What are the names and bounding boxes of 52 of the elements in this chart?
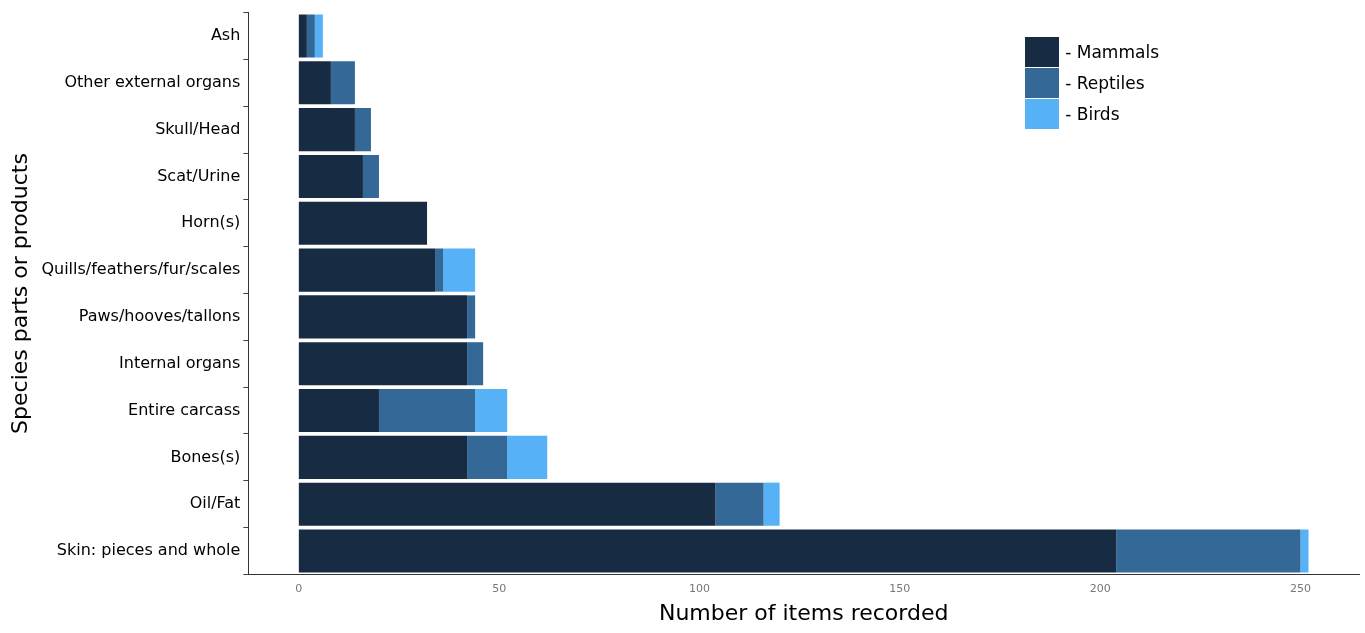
legend-label: - Birds — [1065, 104, 1120, 125]
bar — [467, 435, 508, 479]
y-tick-label: Horn(s) — [181, 212, 241, 232]
bar — [298, 482, 716, 526]
x-tick-label: 150 — [889, 581, 911, 595]
y-axis-title: Species parts or products — [6, 153, 32, 434]
legend-label: - Reptiles — [1065, 73, 1145, 94]
bar — [298, 435, 468, 479]
bar — [467, 295, 476, 339]
bar — [354, 108, 371, 152]
bar — [362, 154, 379, 198]
bar — [443, 248, 476, 292]
y-tick-label: Paws/hooves/tallons — [78, 306, 241, 326]
bar — [1116, 529, 1301, 573]
y-tick-label: Bones(s) — [170, 446, 241, 466]
bar — [763, 482, 780, 526]
bar — [306, 14, 315, 58]
y-tick-label: Internal organs — [119, 352, 241, 372]
bar — [330, 61, 355, 105]
y-tick-label: Other external organs — [64, 71, 241, 91]
bar — [298, 389, 379, 433]
bar — [298, 342, 468, 386]
y-tick-label: Oil/Fat — [189, 493, 241, 513]
bar — [475, 389, 508, 433]
bar — [435, 248, 444, 292]
bar — [715, 482, 764, 526]
y-tick-label: Quills/feathers/fur/scales — [41, 259, 241, 279]
y-tick-label: Skin: pieces and whole — [56, 540, 241, 560]
y-tick-label: Scat/Urine — [157, 165, 241, 185]
bar — [507, 435, 548, 479]
bar — [298, 61, 331, 105]
bar — [298, 154, 363, 198]
x-tick-label: 200 — [1089, 581, 1111, 595]
x-tick-label: 50 — [492, 581, 507, 595]
y-tick-label: Ash — [210, 25, 241, 45]
bar — [467, 342, 484, 386]
bar — [298, 529, 1117, 573]
bar — [1300, 529, 1309, 573]
y-tick-label: Entire carcass — [128, 399, 241, 419]
x-tick-label: 100 — [689, 581, 710, 595]
x-axis-title: Number of items recorded — [658, 599, 949, 625]
bar — [298, 108, 355, 152]
bar — [378, 389, 476, 433]
bar — [298, 14, 307, 58]
legend-label: - Mammals — [1065, 42, 1159, 63]
x-tick-label: 250 — [1290, 581, 1311, 595]
bar — [298, 295, 468, 339]
x-tick-label: 0 — [295, 581, 303, 595]
bar — [298, 201, 428, 245]
bar — [314, 14, 323, 58]
bar — [298, 248, 436, 292]
y-tick-label: Skull/Head — [155, 118, 241, 138]
